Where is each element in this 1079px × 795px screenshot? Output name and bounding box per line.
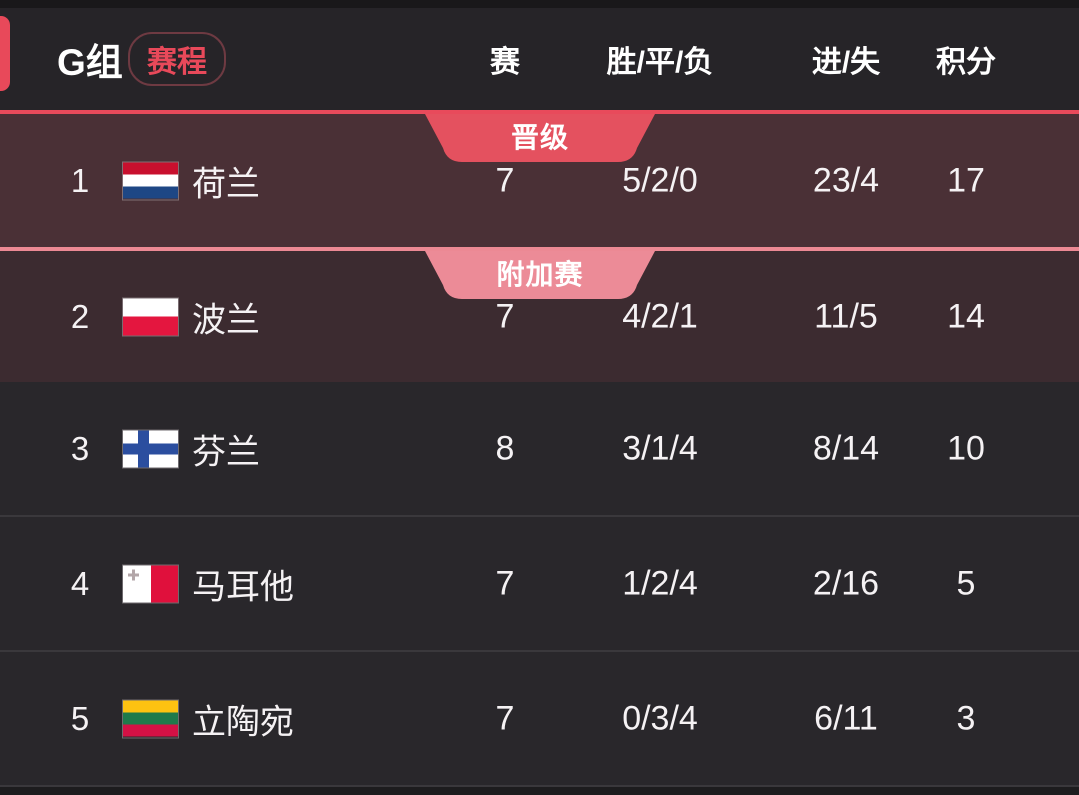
team-name: 荷兰	[192, 165, 260, 203]
qualified-banner-label: 晋级	[510, 122, 569, 153]
flag-malta-icon	[123, 565, 178, 602]
goals-cell: 23/4	[812, 161, 880, 199]
team-name: 芬兰	[192, 433, 260, 471]
table-row[interactable]: 5 立陶宛 7 0/3/4 6/11 3	[0, 652, 1079, 787]
column-header-goals: 进/失	[811, 46, 881, 79]
rank-cell: 2	[70, 297, 90, 335]
table-row[interactable]: 附加赛 2 波兰 7 4/2/1 11/5 14	[0, 247, 1079, 382]
points-cell: 10	[947, 429, 985, 467]
standings-header: G组 赛程 赛 胜/平/负 进/失 积分	[0, 8, 1079, 110]
qualified-banner: 晋级	[425, 114, 655, 162]
played-cell: 7	[495, 161, 515, 199]
wdl-cell: 4/2/1	[622, 297, 698, 335]
bottom-divider	[0, 787, 1079, 795]
schedule-badge[interactable]: 赛程	[128, 32, 226, 86]
played-cell: 8	[495, 429, 515, 467]
flag-finland-icon	[123, 430, 178, 467]
table-row[interactable]: 4 马耳他 7 1/2/4 2/16 5	[0, 517, 1079, 652]
points-cell: 3	[956, 699, 976, 737]
wdl-cell: 3/1/4	[622, 429, 698, 467]
flag-poland-icon	[123, 298, 178, 335]
group-title: G组	[57, 42, 123, 83]
rank-cell: 5	[70, 699, 90, 737]
goals-cell: 11/5	[814, 297, 878, 335]
team-name: 波兰	[192, 301, 260, 339]
goals-cell: 6/11	[814, 699, 878, 737]
goals-cell: 2/16	[812, 564, 880, 602]
wdl-cell: 0/3/4	[622, 699, 698, 737]
playoff-banner-label: 附加赛	[496, 259, 584, 290]
wdl-cell: 5/2/0	[622, 161, 698, 199]
goals-cell: 8/14	[812, 429, 880, 467]
played-cell: 7	[495, 297, 515, 335]
group-accent-tab	[0, 16, 10, 91]
column-header-played: 赛	[490, 46, 520, 79]
rank-cell: 4	[70, 564, 90, 602]
points-cell: 17	[947, 161, 985, 199]
played-cell: 7	[495, 564, 515, 602]
column-header-wdl: 胜/平/负	[606, 46, 714, 79]
rank-cell: 3	[70, 429, 90, 467]
played-cell: 7	[495, 699, 515, 737]
points-cell: 5	[956, 564, 976, 602]
flag-netherlands-icon	[123, 162, 178, 199]
table-row[interactable]: 晋级 1 荷兰 7 5/2/0 23/4 17	[0, 110, 1079, 247]
team-name: 马耳他	[192, 568, 294, 606]
top-divider	[0, 0, 1079, 8]
rank-cell: 1	[70, 161, 90, 199]
column-header-points: 积分	[936, 46, 996, 79]
table-row[interactable]: 3 芬兰 8 3/1/4 8/14 10	[0, 382, 1079, 517]
flag-lithuania-icon	[123, 700, 178, 737]
wdl-cell: 1/2/4	[622, 564, 698, 602]
points-cell: 14	[947, 297, 985, 335]
team-name: 立陶宛	[192, 703, 294, 741]
playoff-banner: 附加赛	[425, 251, 655, 299]
